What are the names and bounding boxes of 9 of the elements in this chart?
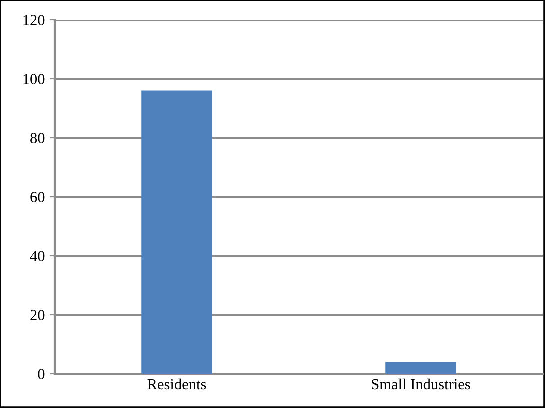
y-tick-label: 40 [30,251,45,262]
y-tick-label: 20 [30,310,45,320]
y-tick-label: 60 [30,192,45,202]
y-tick-label: 80 [30,133,45,144]
y-tick-label: 100 [24,74,45,84]
x-tick-label: Residents [148,378,206,390]
y-tick-label: 120 [24,15,45,26]
x-tick-label: Small Industries [372,378,470,390]
y-tick-label: 0 [38,369,45,380]
